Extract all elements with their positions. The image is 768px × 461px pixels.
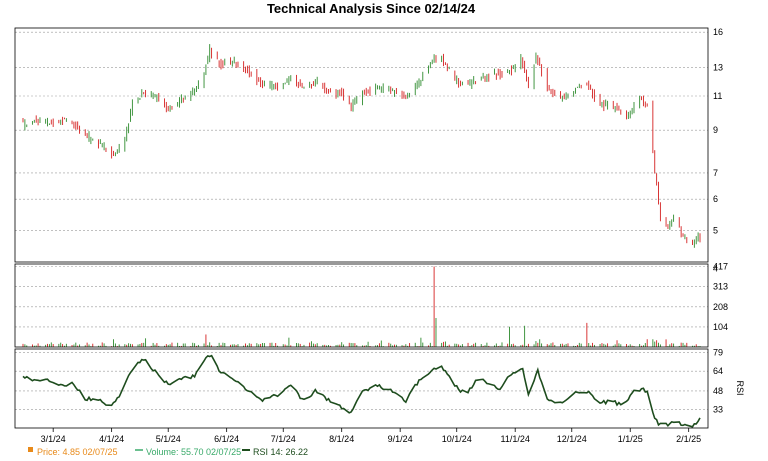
rsi-y-tick: 33 (713, 404, 723, 414)
price-y-tick: 11 (713, 91, 722, 101)
grid-layer (15, 31, 708, 410)
x-tick-label: 3/1/24 (41, 434, 66, 444)
x-tick-label: 6/1/24 (214, 434, 239, 444)
x-tick-label: 10/1/24 (442, 434, 472, 444)
price-y-tick: 9 (713, 125, 718, 135)
price-panel (22, 44, 701, 248)
price-y-tick: 6 (713, 194, 718, 204)
price-y-tick: 7 (713, 168, 718, 178)
chart-title: Technical Analysis Since 02/14/24 (267, 1, 476, 16)
price-y-tick: 16 (713, 27, 723, 37)
volume-y-tick: 417 (713, 262, 728, 272)
volume-y-tick: 208 (713, 302, 728, 312)
price-y-tick: 4 (713, 263, 718, 273)
volume-y-tick: 313 (713, 282, 728, 292)
x-tick-label: 8/1/24 (329, 434, 354, 444)
x-tick-label: 11/1/24 (501, 434, 530, 444)
rsi-axis-label: RSI (735, 380, 745, 395)
legend-rsi-label: RSI 14: 26.22 (253, 447, 308, 457)
x-tick-label: 2/1/25 (676, 434, 701, 444)
rsi-line (22, 354, 701, 428)
rsi-y-tick: 79 (713, 348, 723, 358)
x-tick-label: 5/1/24 (156, 434, 181, 444)
rsi-frame (14, 348, 709, 429)
price-y-tick: 13 (713, 63, 723, 73)
price-frame (14, 27, 709, 263)
legend-price-label: Price: 4.85 02/07/25 (37, 447, 118, 457)
x-tick-label: 4/1/24 (99, 434, 124, 444)
volume-y-tick: 104 (713, 322, 728, 332)
volume-frame (14, 263, 709, 348)
legend-price-swatch (28, 447, 33, 452)
legend-volume-label: Volume: 55.70 02/07/25 (146, 447, 241, 457)
volume-panel (22, 266, 701, 347)
legend: Price: 4.85 02/07/25 Volume: 55.70 02/07… (28, 447, 308, 457)
x-tick-label: 12/1/24 (557, 434, 587, 444)
x-tick-label: 9/1/24 (388, 434, 413, 444)
rsi-y-tick: 64 (713, 366, 723, 376)
rsi-panel (22, 354, 701, 428)
axes-layer: 4567911131610420831341733486479RSI3/1/24… (14, 27, 745, 444)
price-y-tick: 5 (713, 225, 718, 235)
x-tick-label: 7/1/24 (271, 434, 296, 444)
rsi-y-tick: 48 (713, 386, 723, 396)
x-tick-label: 1/1/25 (618, 434, 643, 444)
